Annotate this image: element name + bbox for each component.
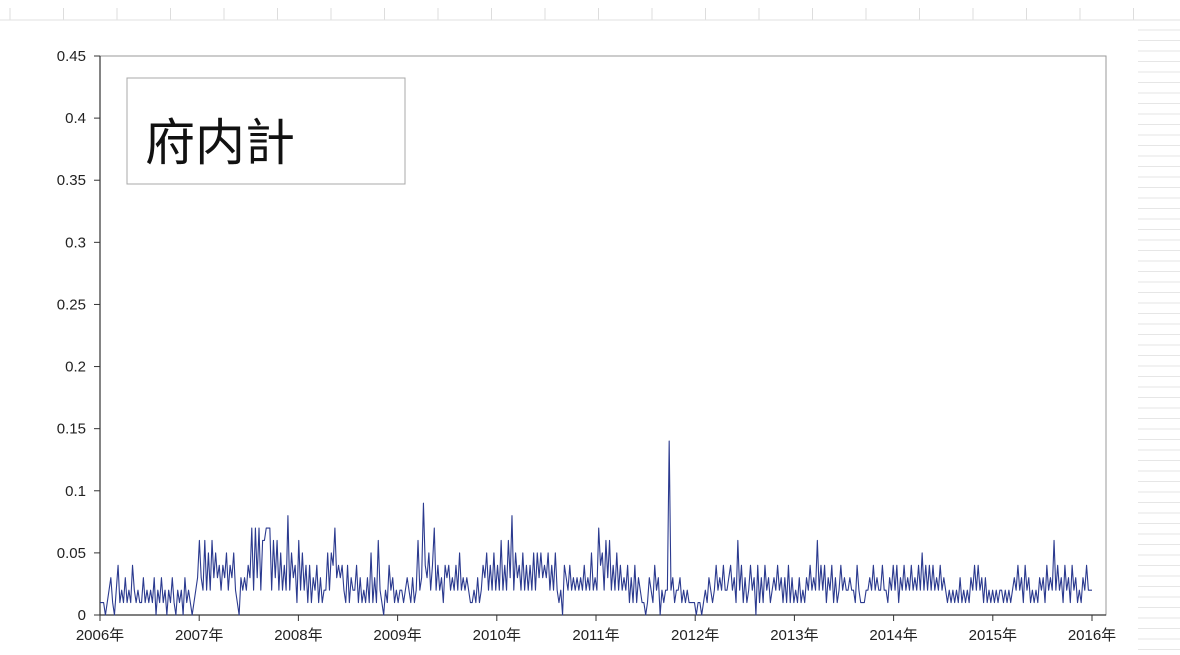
x-tick-label: 2007年	[175, 627, 223, 644]
x-tick-label: 2011年	[572, 627, 619, 644]
y-tick-label: 0.15	[57, 421, 86, 438]
x-tick-label: 2016年	[1068, 627, 1116, 644]
y-tick-label: 0.35	[57, 172, 86, 189]
chart-title: 府内計	[145, 115, 295, 171]
x-axis-ticks: 2006年 2007年 2008年 2009年 2010年 2011年 2012年 2013年…	[76, 615, 1116, 644]
y-tick-label: 0	[78, 607, 86, 624]
y-tick-label: 0.05	[57, 545, 86, 562]
title-box	[126, 77, 406, 185]
y-axis-ticks: 0 0.05 0.1 0.15 0.2 0.25 0.3 0.35 0.4 0.45	[57, 48, 100, 624]
x-tick-label: 2015年	[969, 627, 1017, 644]
y-tick-label: 0.45	[57, 48, 86, 65]
x-tick-label: 2006年	[76, 627, 124, 644]
y-tick-label: 0.2	[65, 359, 86, 376]
x-tick-label: 2013年	[770, 627, 818, 644]
spreadsheet-background	[0, 8, 1180, 650]
series-group	[100, 440, 1092, 616]
y-tick-label: 0.4	[65, 110, 86, 127]
x-tick-label: 2012年	[671, 627, 719, 644]
y-tick-label: 0.25	[57, 296, 86, 313]
x-tick-label: 2010年	[473, 627, 521, 644]
x-tick-label: 2008年	[274, 627, 322, 644]
series-line	[100, 440, 1092, 616]
y-tick-label: 0.3	[65, 234, 86, 251]
y-tick-label: 0.1	[65, 483, 86, 500]
x-tick-label: 2009年	[373, 627, 421, 644]
x-tick-label: 2014年	[869, 627, 917, 644]
